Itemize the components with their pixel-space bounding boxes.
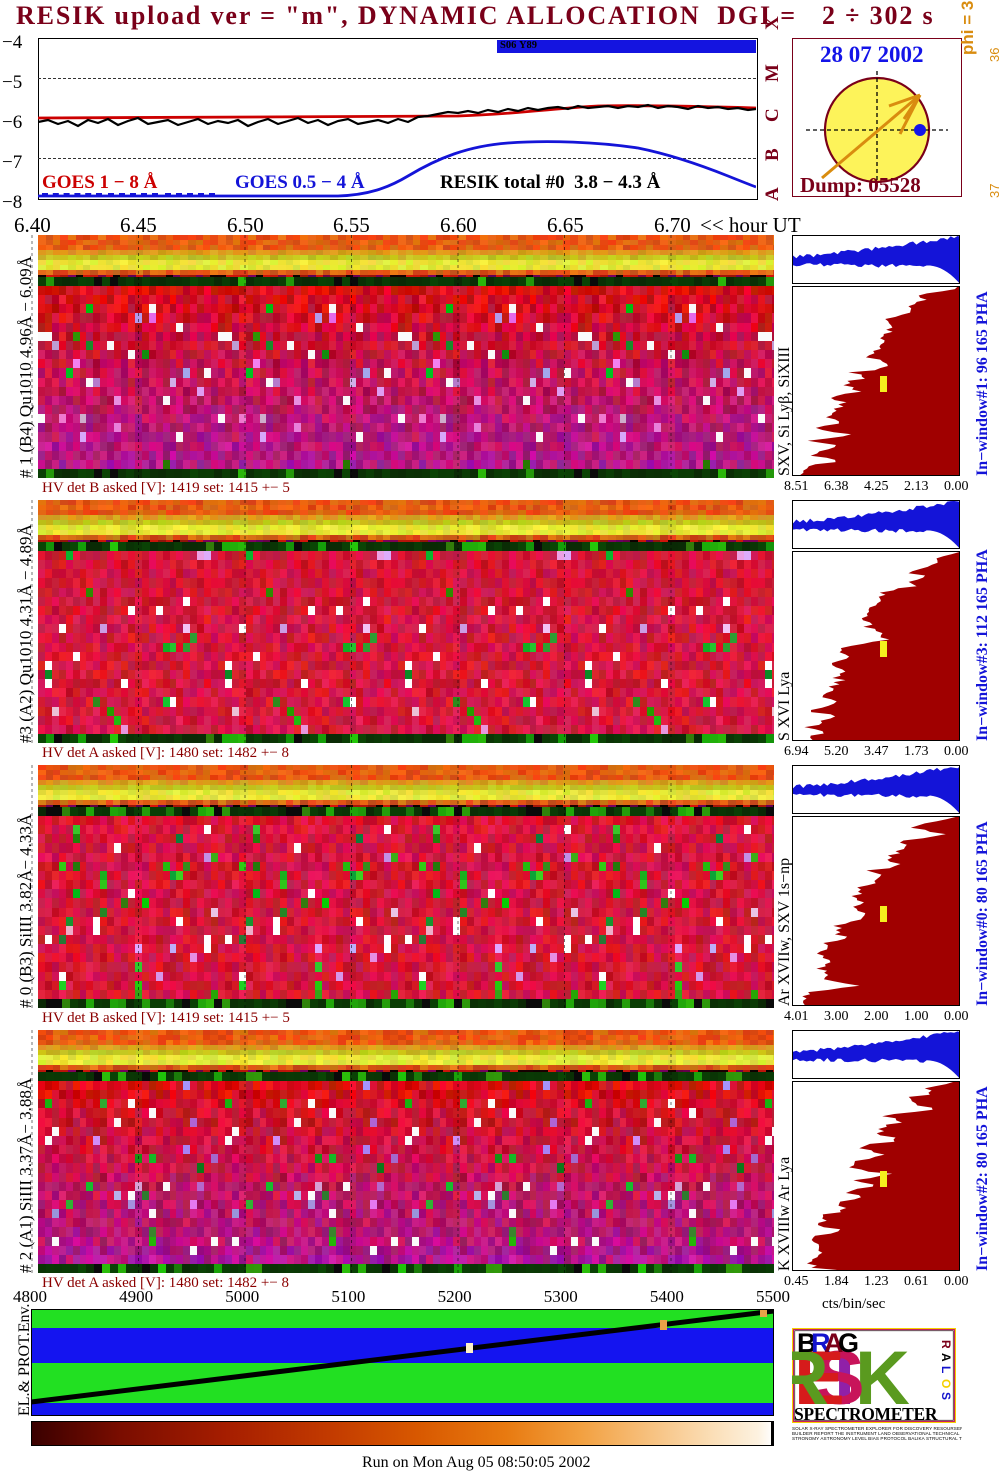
svg-text:S: S <box>939 1392 953 1400</box>
svg-text:O: O <box>939 1379 953 1388</box>
svg-text:R: R <box>939 1340 953 1349</box>
svg-text:G: G <box>838 1328 859 1358</box>
svg-text:SPECTROMETER: SPECTROMETER <box>794 1404 938 1423</box>
svg-text:A: A <box>939 1353 953 1362</box>
svg-text:L: L <box>939 1366 953 1373</box>
